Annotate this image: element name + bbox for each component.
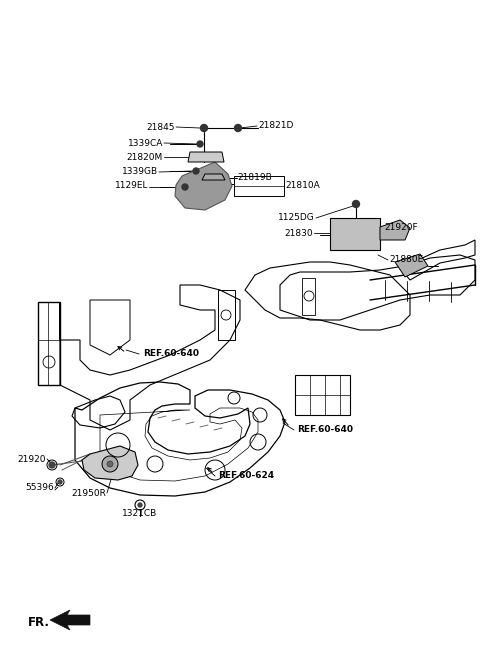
Text: REF.60-640: REF.60-640 [297, 426, 353, 434]
Polygon shape [330, 218, 380, 250]
Circle shape [102, 456, 118, 472]
Text: 21821D: 21821D [258, 121, 293, 131]
Text: 21880E: 21880E [389, 255, 423, 264]
Polygon shape [202, 174, 225, 180]
Circle shape [107, 461, 113, 467]
Circle shape [197, 141, 203, 147]
Polygon shape [395, 254, 428, 277]
Polygon shape [50, 610, 90, 630]
Text: 21920: 21920 [17, 455, 46, 464]
Text: 21810A: 21810A [285, 182, 320, 190]
Text: REF.60-640: REF.60-640 [143, 350, 199, 358]
Circle shape [138, 503, 142, 507]
Circle shape [193, 168, 199, 174]
Text: 21845: 21845 [146, 123, 175, 131]
Circle shape [58, 480, 62, 484]
Text: 55396: 55396 [25, 483, 54, 493]
Polygon shape [380, 220, 410, 240]
Text: 21950R: 21950R [71, 489, 106, 497]
Text: 1321CB: 1321CB [122, 510, 157, 518]
Text: 1129EL: 1129EL [115, 182, 148, 190]
Circle shape [235, 125, 241, 131]
Text: 1339CA: 1339CA [128, 138, 163, 148]
Circle shape [182, 184, 188, 190]
Circle shape [49, 462, 55, 468]
Text: FR.: FR. [28, 617, 50, 630]
Polygon shape [188, 152, 224, 162]
Circle shape [352, 201, 360, 207]
Text: 21830: 21830 [284, 228, 313, 237]
Text: REF.60-624: REF.60-624 [218, 472, 274, 480]
Text: 21820M: 21820M [127, 152, 163, 161]
Text: 1125DG: 1125DG [278, 213, 315, 222]
Text: 21819B: 21819B [237, 173, 272, 182]
Polygon shape [82, 446, 138, 480]
Circle shape [201, 125, 207, 131]
Polygon shape [175, 162, 232, 210]
Text: 21920F: 21920F [384, 224, 418, 232]
Text: 1339GB: 1339GB [122, 167, 158, 176]
